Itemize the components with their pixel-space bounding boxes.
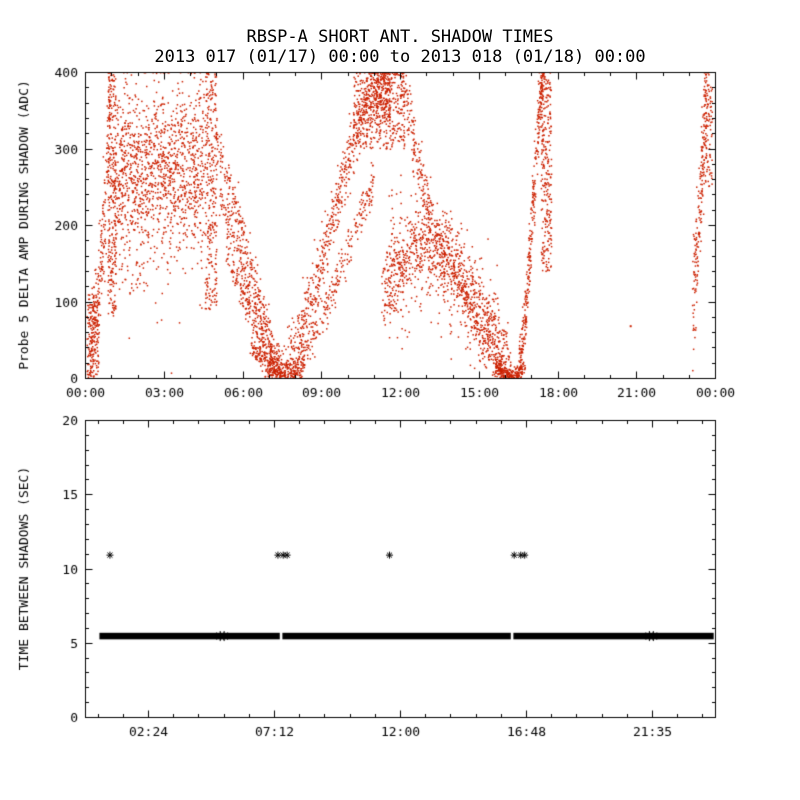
- chart-subtitle: 2013 017 (01/17) 00:00 to 2013 018 (01/1…: [154, 47, 646, 67]
- chart-title: RBSP-A SHORT ANT. SHADOW TIMES: [246, 27, 554, 47]
